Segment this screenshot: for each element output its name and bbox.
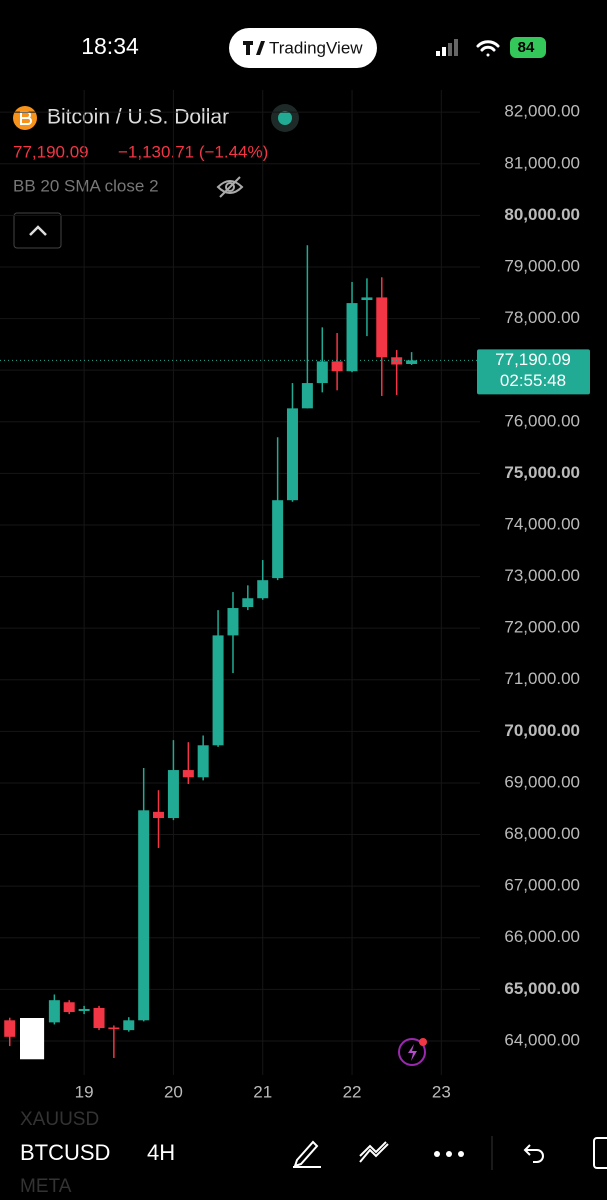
market-dot bbox=[278, 111, 292, 125]
y-tick-label: 68,000.00 bbox=[504, 824, 580, 843]
candle-body bbox=[123, 1020, 135, 1031]
y-tick-label: 70,000.00 bbox=[504, 721, 580, 740]
candle-body bbox=[257, 580, 269, 599]
next-symbol[interactable]: META bbox=[20, 1176, 72, 1197]
y-tick-label: 82,000.00 bbox=[504, 102, 580, 121]
candle-body bbox=[182, 770, 194, 778]
battery-level: 84 bbox=[518, 39, 535, 56]
x-tick-label: 19 bbox=[75, 1082, 94, 1101]
y-tick-label: 74,000.00 bbox=[504, 514, 580, 533]
collapse-button[interactable] bbox=[13, 212, 62, 249]
bolt bbox=[408, 1044, 417, 1061]
candle-body bbox=[63, 1002, 75, 1013]
y-tick-label: 64,000.00 bbox=[504, 1030, 580, 1049]
y-tick-label: 66,000.00 bbox=[504, 927, 580, 946]
candle-body bbox=[167, 770, 179, 819]
x-tick-label: 20 bbox=[164, 1082, 183, 1101]
candle-body bbox=[406, 360, 418, 364]
chevron bbox=[29, 225, 47, 236]
badge bbox=[419, 1038, 427, 1046]
app-logo bbox=[243, 41, 265, 55]
toolbar-interval[interactable]: 4H bbox=[147, 1140, 175, 1165]
candle-body bbox=[197, 745, 209, 778]
more-icon[interactable] bbox=[434, 1151, 464, 1157]
y-tick-label: 79,000.00 bbox=[504, 256, 580, 275]
battery bbox=[510, 37, 546, 58]
watermark: █ bbox=[20, 1018, 45, 1060]
candle-body bbox=[301, 383, 313, 409]
candle-body bbox=[153, 811, 165, 819]
hide-icon[interactable] bbox=[216, 176, 244, 198]
toolbar-symbol[interactable]: BTCUSD bbox=[20, 1140, 110, 1165]
last-price-label: 77,190.09 bbox=[495, 350, 571, 369]
indicator: BB 20 SMA close 2 bbox=[13, 176, 159, 195]
undo-icon[interactable] bbox=[523, 1144, 544, 1163]
app-pill bbox=[229, 28, 377, 68]
candle-body bbox=[138, 810, 150, 1021]
indicator-icon[interactable] bbox=[359, 1141, 389, 1163]
candle-body bbox=[391, 357, 403, 365]
candle-body bbox=[4, 1020, 16, 1037]
x-tick-label: 21 bbox=[253, 1082, 272, 1101]
alert-icon[interactable] bbox=[398, 1038, 426, 1066]
y-tick-label: 80,000.00 bbox=[504, 205, 580, 224]
candle-body bbox=[78, 1008, 90, 1012]
symbol-name: Bitcoin / U.S. Dollar bbox=[47, 106, 229, 129]
clock: 18:34 bbox=[81, 33, 139, 59]
y-tick-label: 78,000.00 bbox=[504, 308, 580, 327]
draw-icon[interactable] bbox=[293, 1140, 321, 1168]
price-change: −1,130.71 (−1.44%) bbox=[118, 142, 268, 161]
candle-body bbox=[286, 408, 298, 501]
candle-body bbox=[242, 598, 254, 608]
countdown: 02:55:48 bbox=[500, 371, 566, 390]
prev-symbol[interactable]: XAUUSD bbox=[20, 1109, 99, 1130]
candle-body bbox=[212, 635, 224, 746]
candle-body bbox=[316, 361, 328, 384]
wifi bbox=[476, 40, 500, 57]
candle-body bbox=[48, 1000, 60, 1023]
y-tick-label: 75,000.00 bbox=[504, 463, 580, 482]
candle-body bbox=[93, 1007, 105, 1029]
y-tick-label: 73,000.00 bbox=[504, 566, 580, 585]
candle-body bbox=[227, 608, 239, 636]
last-price-box bbox=[477, 349, 590, 395]
candle-body bbox=[361, 297, 373, 301]
y-tick-label: 81,000.00 bbox=[504, 153, 580, 172]
y-tick-label: 72,000.00 bbox=[504, 618, 580, 637]
x-tick-label: 22 bbox=[343, 1082, 362, 1101]
candle-body bbox=[376, 297, 388, 358]
redo-icon[interactable] bbox=[593, 1137, 607, 1169]
y-tick-label: 67,000.00 bbox=[504, 876, 580, 895]
candle-body bbox=[346, 303, 358, 372]
candle-body bbox=[108, 1027, 120, 1030]
app-name: TradingView bbox=[269, 38, 363, 57]
signal bbox=[436, 39, 458, 56]
y-tick-label: 65,000.00 bbox=[504, 979, 580, 998]
y-tick-label: 71,000.00 bbox=[504, 669, 580, 688]
y-tick-label: 69,000.00 bbox=[504, 772, 580, 791]
last-price: 77,190.09 bbox=[13, 142, 89, 161]
y-tick-label: 76,000.00 bbox=[504, 411, 580, 430]
candle-body bbox=[331, 361, 343, 372]
x-tick-label: 23 bbox=[432, 1082, 451, 1101]
candle-body bbox=[272, 500, 284, 579]
